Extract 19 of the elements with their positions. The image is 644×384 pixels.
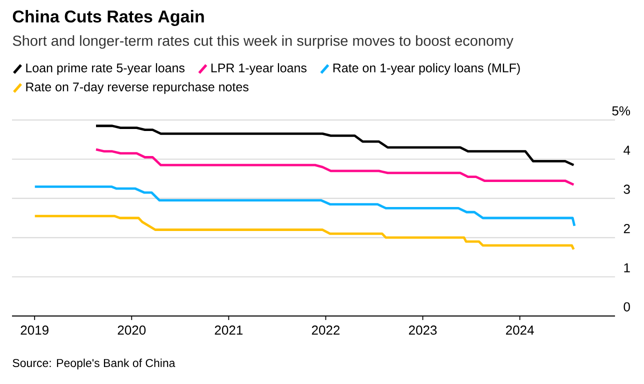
chart-title: China Cuts Rates Again [12, 10, 204, 26]
legend-label: Rate on 7-day reverse repurchase notes [26, 82, 248, 94]
x-tick-label: 2019 [20, 326, 48, 335]
source-note: Source: People's Bank of China [12, 358, 176, 370]
y-tick-label: 2 [624, 224, 630, 234]
y-tick-label: 1 [624, 263, 630, 272]
chart-subtitle: Short and longer-term rates cut this week in surprise moves to boost economy [12, 35, 514, 49]
legend-label: Loan prime rate 5-year loans [26, 63, 185, 75]
y-tick-label: 0 [624, 302, 630, 312]
x-tick-label: 2024 [506, 326, 534, 335]
y-tick-label: 5% [612, 106, 630, 116]
y-tick-label: 4 [624, 146, 630, 155]
x-tick-label: 2023 [408, 326, 437, 335]
x-tick-label: 2020 [118, 326, 146, 335]
y-tick-label: 3 [624, 184, 630, 194]
x-tick-label: 2022 [312, 326, 340, 335]
legend-label: Rate on 1-year policy loans (MLF) [333, 63, 520, 75]
legend-label: LPR 1-year loans [211, 63, 307, 75]
x-tick-label: 2021 [214, 326, 243, 335]
